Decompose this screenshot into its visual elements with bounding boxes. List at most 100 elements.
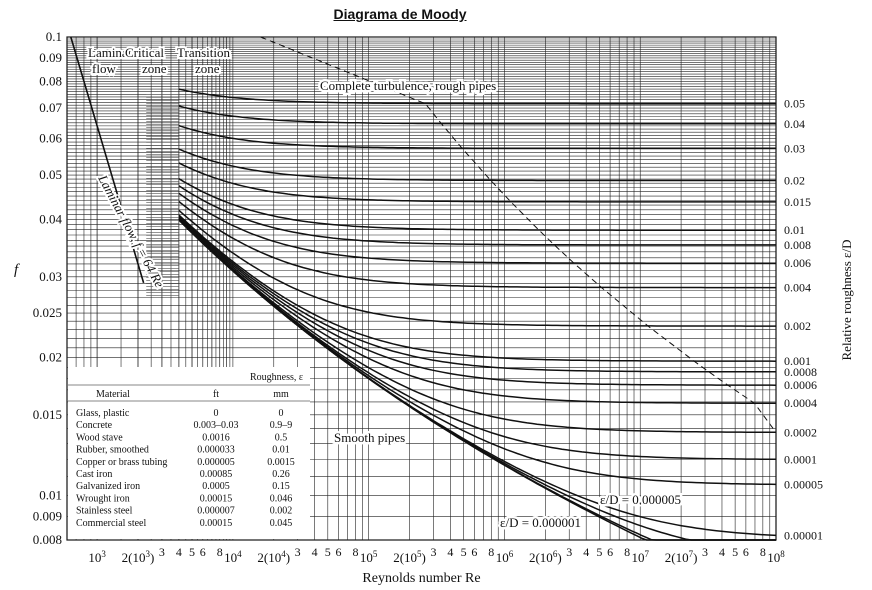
y-tick-label: 0.09 [39, 50, 62, 65]
y-tick-label: 0.015 [33, 407, 62, 422]
roughness-label: 0.01 [784, 223, 805, 237]
y-tick-label: 0.04 [39, 211, 62, 226]
table-cell: Cast iron [76, 469, 112, 480]
table-cell: 0.26 [272, 469, 290, 480]
roughness-curve [178, 200, 776, 289]
x-tick-label: 5 [732, 545, 738, 559]
y-tick-label: 0.07 [39, 100, 62, 115]
x-tick-label: 2(107) [665, 549, 698, 565]
table-cell: Stainless steel [76, 506, 133, 517]
x-tick-label: 107 [631, 549, 649, 565]
roughness-label: 0.04 [784, 117, 805, 131]
x-tick-label: 6 [471, 545, 477, 559]
roughness-label: 0.002 [784, 319, 811, 333]
y-tick-label: 0.008 [33, 532, 62, 547]
table-cell: 0 [214, 408, 219, 419]
roughness-curve [178, 217, 776, 404]
roughness-label: 0.008 [784, 238, 811, 252]
zone-label: flow [92, 61, 116, 76]
table-cell: Galvanized iron [76, 481, 140, 492]
roughness-curve [178, 192, 776, 264]
critical-zone-hatch [146, 93, 179, 296]
table-cell: Concrete [76, 420, 113, 431]
y-tick-label: 0.08 [39, 73, 62, 88]
table-cell: 0.0015 [267, 457, 295, 468]
zone-label: Critical [125, 45, 164, 60]
x-tick-label: 2(104) [257, 549, 290, 565]
table-header: mm [273, 389, 289, 400]
roughness-curve [178, 214, 777, 362]
roughness-curves [178, 88, 777, 541]
roughness-curve [178, 185, 776, 246]
roughness-label: 0.004 [784, 281, 811, 295]
x-tick-label: 4 [312, 545, 318, 559]
roughness-label: 0.0002 [784, 425, 817, 439]
x-tick-label: 3 [702, 545, 708, 559]
roughness-curve [178, 162, 776, 203]
complete-turbulence-boundary [260, 36, 777, 539]
table-cell: 0.002 [270, 506, 293, 517]
x-tick-label: 2(106) [529, 549, 562, 565]
roughness-curve [178, 124, 776, 150]
grid-lines [67, 36, 776, 541]
roughness-label: 0.03 [784, 141, 805, 155]
zone-label: zone [142, 61, 167, 76]
roughness-curve [178, 209, 776, 327]
y-tick-label: 0.025 [33, 305, 62, 320]
table-cell: 0.00015 [200, 493, 233, 504]
table-title: Roughness, ε [250, 372, 303, 383]
x-tick-label: 4 [583, 545, 589, 559]
table-cell: Rubber, smoothed [76, 445, 149, 456]
y-tick-label: 0.03 [39, 269, 62, 284]
table-cell: 0.15 [272, 481, 290, 492]
y-tick-label: 0.01 [39, 488, 62, 503]
x-tick-label: 108 [767, 549, 785, 565]
x-tick-label: 8 [760, 545, 766, 559]
x-tick-label: 4 [447, 545, 453, 559]
x-tick-label: 8 [488, 545, 494, 559]
table-cell: 0.045 [270, 518, 293, 529]
x-tick-label: 3 [566, 545, 572, 559]
zone-label: Laminar [88, 45, 133, 60]
roughness-label: 0.00005 [784, 477, 823, 491]
table-cell: 0.000033 [197, 445, 235, 456]
annotation-1e6: ε/D = 0.000001 [500, 515, 581, 530]
table-cell: 0.0016 [202, 432, 230, 443]
complete-turbulence-label: Complete turbulence, rough pipes [320, 78, 496, 93]
y-tick-label: 0.009 [33, 509, 62, 524]
x-tick-label: 6 [200, 545, 206, 559]
x-tick-label: 103 [88, 549, 106, 565]
annotation-5e6: ε/D = 0.000005 [600, 492, 681, 507]
x-tick-label: 4 [719, 545, 725, 559]
smooth-curve [178, 219, 776, 541]
roughness-label: 0.0004 [784, 396, 817, 410]
table-cell: Commercial steel [76, 518, 146, 529]
x-tick-label: 4 [176, 545, 182, 559]
y-tick-label: 0.02 [39, 350, 62, 365]
roughness-curve [178, 148, 776, 182]
x-tick-label: 5 [325, 545, 331, 559]
roughness-label: 0.00001 [784, 528, 823, 542]
table-cell: 0.0005 [202, 481, 230, 492]
page-title: Diagrama de Moody [333, 6, 467, 22]
table-cell: Glass, plastic [76, 408, 130, 419]
x-tick-label: 106 [496, 549, 514, 565]
x-tick-label: 104 [224, 549, 242, 565]
roughness-label: 0.0008 [784, 365, 817, 379]
table-cell: 0.9–9 [270, 420, 293, 431]
y-tick-label: 0.1 [46, 29, 62, 44]
table-cell: Copper or brass tubing [76, 457, 167, 468]
table-header: ft [213, 389, 219, 400]
zone-label: Transition [177, 45, 230, 60]
smooth-pipes-label: Smooth pipes [334, 430, 405, 445]
table-cell: 0.000005 [197, 457, 235, 468]
x-tick-label: 5 [596, 545, 602, 559]
y-axis-label: f [14, 262, 20, 278]
roughness-curve [178, 88, 776, 105]
roughness-label: 0.0006 [784, 378, 817, 392]
zone-label: zone [195, 61, 220, 76]
x-tick-label: 8 [217, 545, 223, 559]
